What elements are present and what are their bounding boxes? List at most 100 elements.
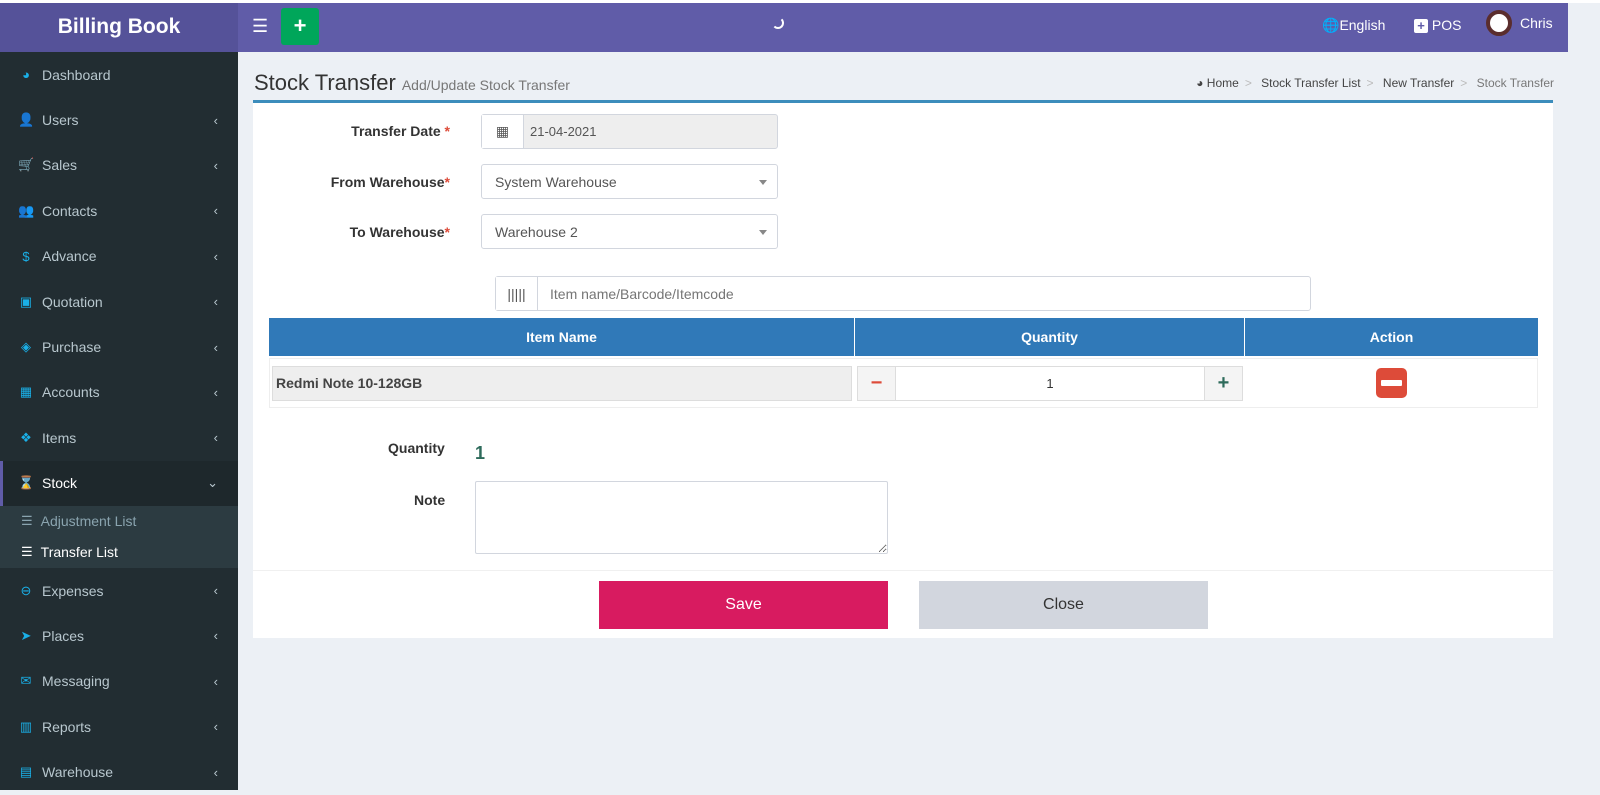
close-button[interactable]: Close [919,581,1208,629]
pos-link[interactable]: + POS [1414,17,1461,33]
page-title: Stock Transfer Add/Update Stock Transfer [254,70,570,96]
sidebar-item-quotation[interactable]: ▣ Quotation ‹ [0,279,238,324]
building-icon: ▤ [19,764,33,780]
loading-spinner-icon [772,17,784,29]
envelope-icon: ✉ [20,673,32,689]
chevron-icon: ‹ [213,430,218,446]
barcode-icon: ||||| [496,277,538,310]
from-warehouse-select[interactable]: System Warehouse [481,164,778,199]
chevron-icon: ‹ [213,583,218,599]
caret-down-icon [759,180,767,189]
chevron-icon: ‹ [213,384,218,400]
sidebar-item-messaging[interactable]: ✉ Messaging ‹ [0,659,238,704]
brand-logo[interactable]: Billing Book [0,3,238,52]
item-search-field[interactable]: ||||| [495,276,1311,311]
calendar-plus-icon: ▣ [19,293,33,309]
translate-icon: 🌐 [1322,17,1340,33]
quantity-input[interactable]: 1 [1046,376,1054,391]
col-quantity: Quantity [855,318,1245,356]
quick-add-button[interactable]: + [281,8,319,45]
transfer-date-value: 21-04-2021 [530,124,597,139]
sidebar-item-contacts[interactable]: 👥 Contacts ‹ [0,188,238,233]
transfer-date-label: Transfer Date * [351,123,450,139]
sidebar-item-label: Stock [42,475,78,492]
decrease-quantity-button[interactable]: − [858,367,896,400]
dashboard-icon: ◕ [1196,76,1204,90]
increase-quantity-button[interactable]: + [1204,367,1242,400]
divider [253,570,1553,571]
note-label: Note [414,492,446,508]
caret-down-icon [759,230,767,239]
dashboard-icon: ◕ [22,67,30,83]
minus-icon [1381,380,1402,386]
sidebar-subitem-transfer-list[interactable]: ☰ Transfer List [0,536,238,568]
sidebar-item-label: Sales [42,157,78,174]
sidebar-item-label: Warehouse [42,764,114,781]
sidebar-item-label: Accounts [42,384,100,401]
save-button[interactable]: Save [599,581,888,629]
cubes-icon: ❖ [20,429,32,445]
sidebar-item-places[interactable]: ➤ Places ‹ [0,613,238,658]
total-quantity-label: Quantity [388,440,445,456]
chevron-icon: ‹ [213,628,218,644]
sidebar-subitem-adjustment-list[interactable]: ☰ Adjustment List [0,505,238,537]
col-action: Action [1369,329,1414,345]
hamburger-icon[interactable]: ☰ [252,16,269,36]
sidebar-item-label: Places [42,627,85,644]
plus-square-icon: + [1414,19,1428,33]
to-warehouse-value: Warehouse 2 [495,223,578,240]
list-icon: ☰ [21,513,33,529]
col-item-name: Item Name [269,318,855,356]
chevron-icon: ⌄ [207,475,218,491]
minus-circle-icon: ⊖ [20,582,32,598]
sidebar-item-advance[interactable]: $ Advance ‹ [0,234,238,279]
users-icon: 👥 [18,202,35,218]
sidebar-item-users[interactable]: 👤 Users ‹ [0,97,238,142]
chevron-icon: ‹ [213,764,218,780]
sidebar-item-reports[interactable]: ▥ Reports ‹ [0,704,238,749]
chevron-icon: ‹ [213,157,218,173]
chevron-icon: ‹ [213,248,218,264]
item-search-input[interactable] [550,285,1250,302]
sidebar-item-warehouse[interactable]: ▤ Warehouse ‹ [0,749,238,794]
grid-icon: ▦ [19,384,33,400]
transfer-date-field[interactable]: ▦ 21-04-2021 [481,114,778,149]
sidebar-item-items[interactable]: ❖ Items ‹ [0,415,238,460]
chevron-icon: ‹ [213,339,218,355]
sidebar-item-label: Users [42,112,79,129]
to-warehouse-select[interactable]: Warehouse 2 [481,214,778,249]
title-text: Stock Transfer [254,70,396,95]
language-menu[interactable]: 🌐English [1322,17,1385,34]
note-textarea[interactable] [475,481,888,554]
sidebar-item-label: Purchase [42,339,102,356]
sidebar-item-label: Expenses [42,582,104,599]
breadcrumb-current: Stock Transfer [1476,76,1554,90]
sidebar-item-sales[interactable]: 🛒 Sales ‹ [0,143,238,188]
sidebar-item-label: Messaging [42,673,110,690]
user-plus-icon: 👤 [18,112,35,128]
sidebar: ◕ Dashboard 👤 Users ‹ 🛒 Sales ‹ 👥 Contacts ‹ $ Advan… [0,52,238,790]
remove-item-button[interactable] [1376,368,1407,398]
breadcrumb-home[interactable]: Home [1206,76,1239,90]
language-label: English [1339,17,1386,33]
user-menu[interactable]: Chris [1486,10,1553,39]
cube-icon: ◈ [21,339,31,355]
chevron-icon: ‹ [213,112,218,128]
from-warehouse-value: System Warehouse [495,173,617,190]
user-name: Chris [1520,14,1553,31]
sidebar-item-label: Items [42,429,77,446]
sidebar-item-expenses[interactable]: ⊖ Expenses ‹ [0,568,238,613]
top-strip [0,0,1600,3]
item-name-cell: Redmi Note 10-128GB [272,366,852,401]
sidebar-item-label: Dashboard [42,66,111,83]
sidebar-item-accounts[interactable]: ▦ Accounts ‹ [0,370,238,415]
breadcrumb-new-transfer[interactable]: New Transfer [1382,76,1455,90]
sidebar-item-stock[interactable]: ⌛ Stock ⌄ [0,460,238,506]
sidebar-item-purchase[interactable]: ◈ Purchase ‹ [0,324,238,369]
sidebar-item-dashboard[interactable]: ◕ Dashboard [0,52,238,97]
sidebar-item-label: Contacts [42,202,98,219]
chevron-icon: ‹ [213,673,218,689]
sidebar-item-label: Quotation [42,293,103,310]
breadcrumb-stock-transfer-list[interactable]: Stock Transfer List [1261,76,1361,90]
calendar-icon: ▦ [482,115,524,148]
